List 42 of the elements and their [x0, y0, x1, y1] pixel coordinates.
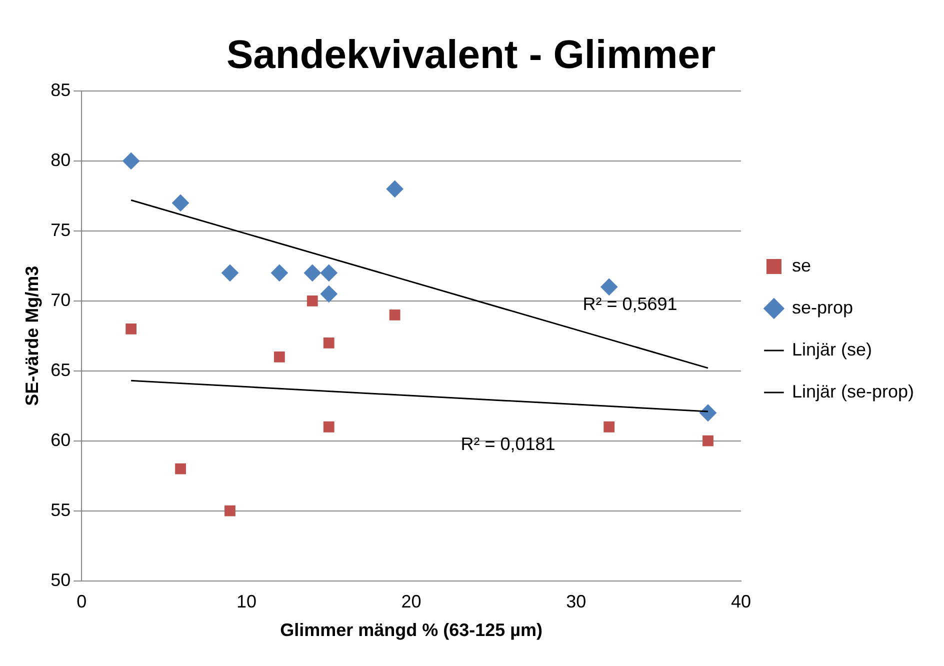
y-tick-label: 50: [50, 570, 71, 590]
point: [699, 404, 716, 422]
chart-title: Sandekvivalent - Glimmer: [226, 33, 716, 78]
point: [323, 337, 334, 348]
y-axis-title: SE-värde Mg/m3: [22, 266, 42, 406]
point: [274, 351, 285, 362]
y-tick-label: 80: [50, 150, 71, 170]
y-tick-label: 55: [50, 500, 71, 520]
point: [389, 309, 400, 320]
legend-label: se-prop: [792, 297, 853, 318]
point: [320, 285, 338, 302]
x-tick-label: 20: [401, 592, 422, 612]
point: [304, 264, 321, 282]
point: [604, 421, 615, 432]
x-tick-label: 0: [76, 592, 87, 612]
x-axis-title: Glimmer mängd % (63-125 µm): [280, 620, 543, 640]
y-tick-label: 65: [50, 360, 71, 380]
point: [306, 295, 318, 306]
x-tick-label: 30: [566, 592, 586, 612]
x-tick-label: 10: [236, 592, 256, 612]
point: [702, 435, 714, 446]
legend-label: se: [792, 255, 811, 276]
y-tick-label: 85: [50, 80, 71, 100]
point: [270, 264, 288, 282]
y-tick-label: 70: [50, 290, 71, 310]
point: [122, 152, 140, 170]
point: [175, 463, 186, 474]
legend-label: Linjär (se-prop): [792, 381, 914, 402]
legend-label: Linjär (se): [792, 339, 872, 360]
point: [126, 323, 137, 334]
y-tick-label: 60: [50, 430, 71, 450]
point: [323, 421, 334, 432]
point: [386, 180, 404, 198]
x-tick-label: 40: [730, 592, 751, 612]
point: [221, 264, 238, 282]
annotation: R² = 0,0181: [460, 434, 556, 454]
point: [320, 264, 338, 282]
point: [600, 278, 618, 296]
point: [224, 505, 236, 516]
point: [172, 194, 190, 212]
annotation: R² = 0,5691: [582, 294, 678, 314]
y-tick-label: 75: [50, 220, 71, 240]
